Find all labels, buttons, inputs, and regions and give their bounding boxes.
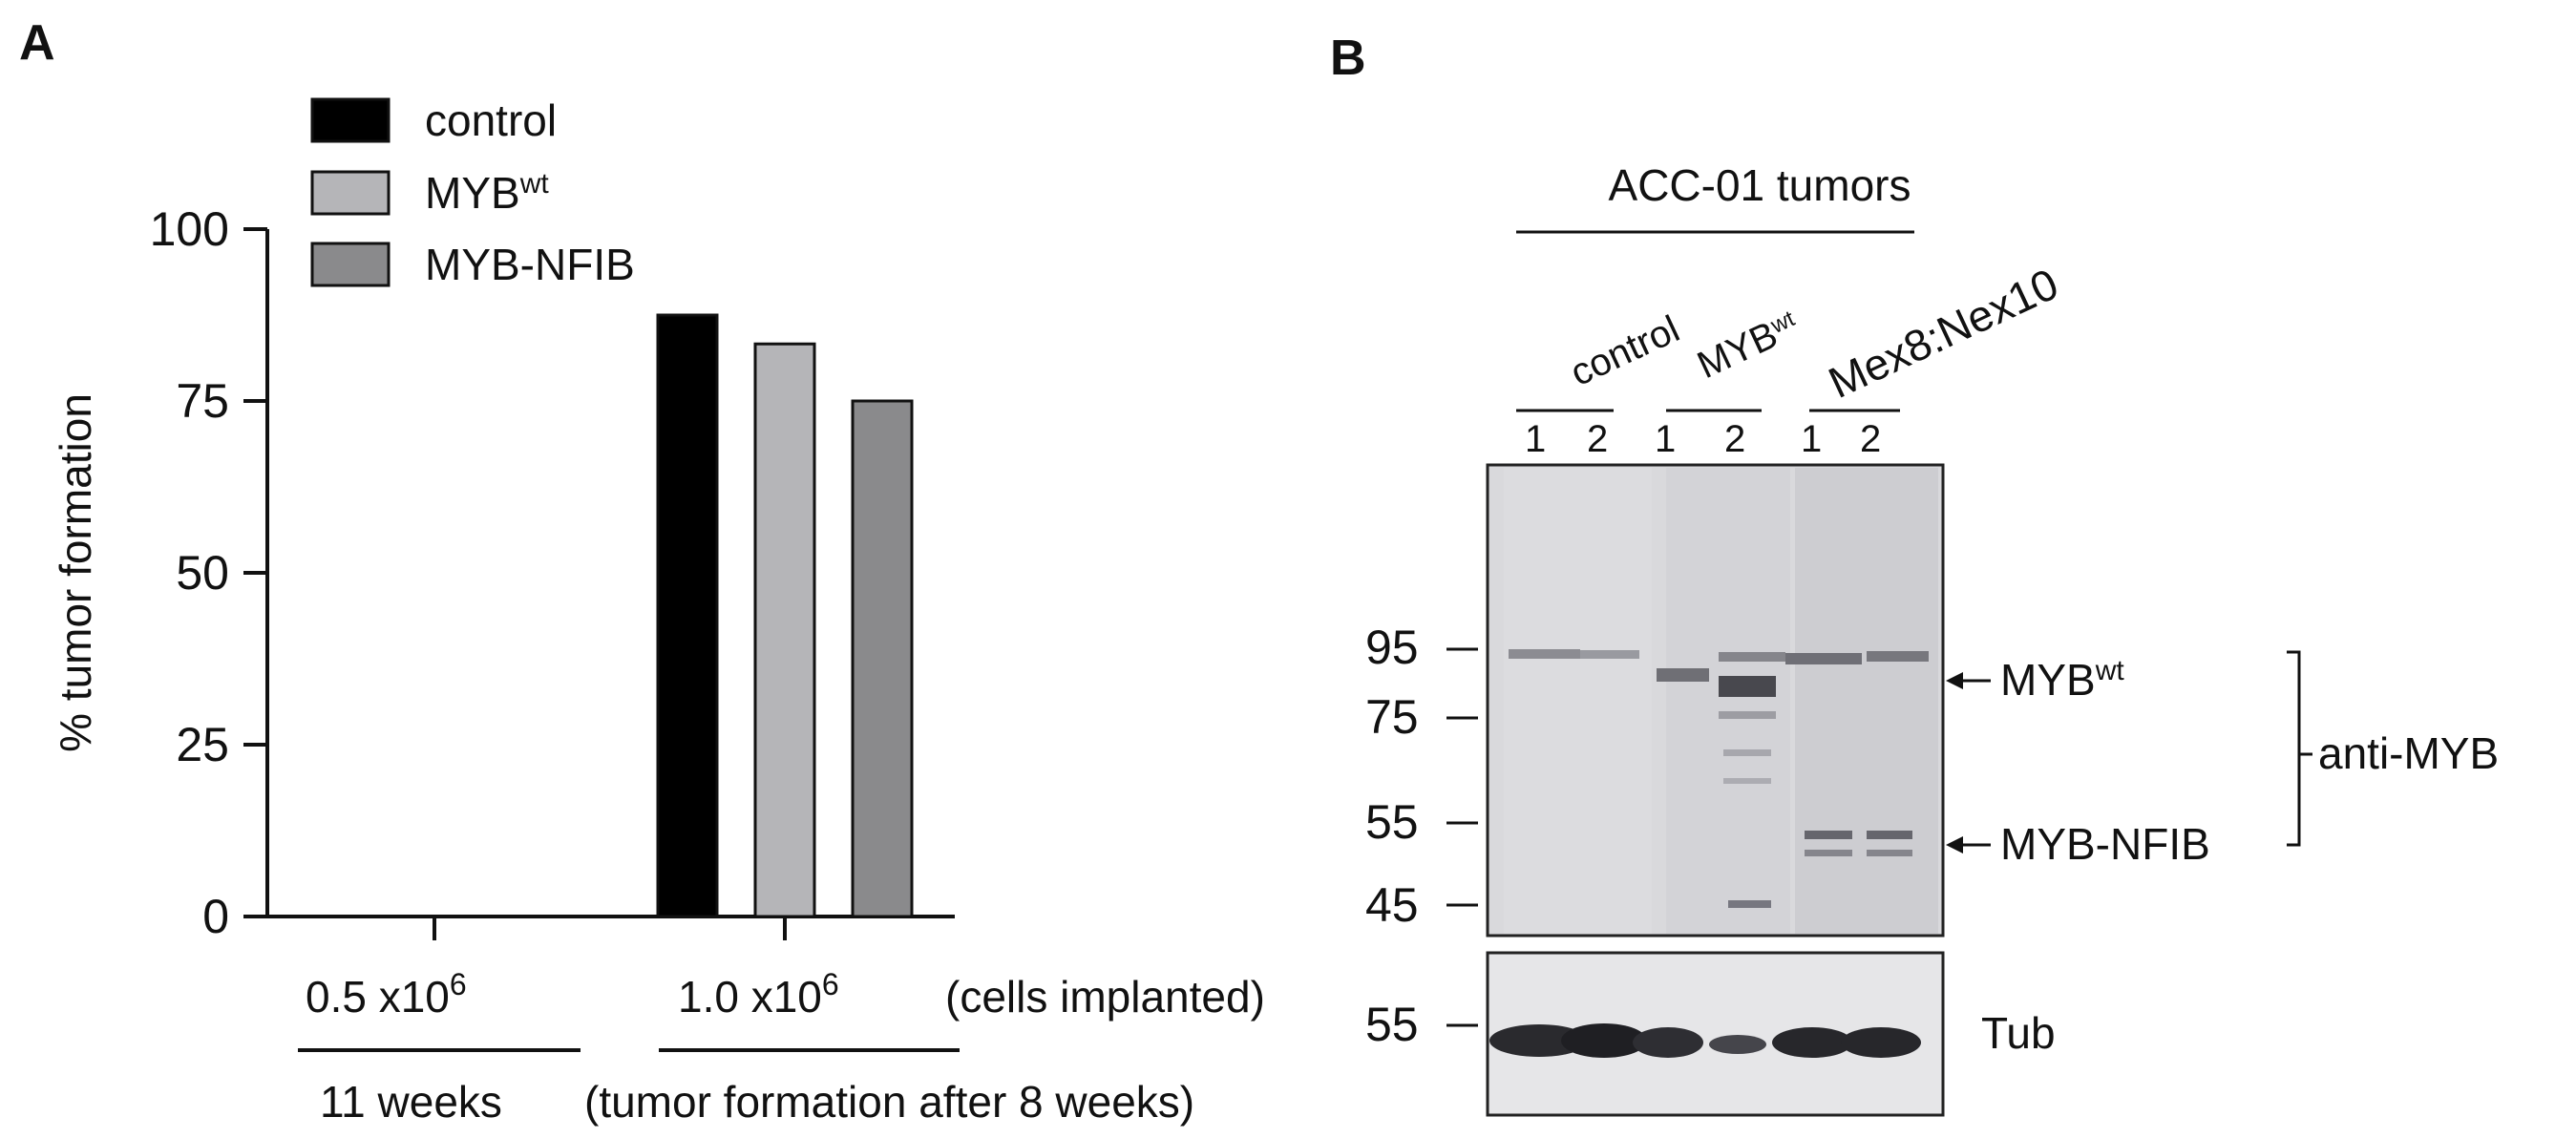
legend-swatch-mybwt xyxy=(310,170,391,216)
group-label-control: control xyxy=(1564,308,1685,395)
bar-mybwt xyxy=(753,342,816,918)
group2-cells: 1.0 x106 xyxy=(678,967,839,1022)
legend-swatch-myb-nfib xyxy=(310,242,391,287)
legend: control MYBwt MYB-NFIB xyxy=(310,95,635,289)
band-label-mybwt: MYBwt xyxy=(2000,655,2124,705)
bars xyxy=(656,313,914,918)
header-acc01: ACC-01 tumors xyxy=(1609,160,1911,210)
tub-label: Tub xyxy=(1981,1008,2056,1058)
y-tick-label: 100 xyxy=(150,202,229,256)
y-tick-label: 0 xyxy=(202,890,229,943)
group-label-mybwt: MYBwt xyxy=(1691,304,1805,387)
time-8-weeks: (tumor formation after 8 weeks) xyxy=(584,1077,1194,1127)
lane-number: 2 xyxy=(1860,418,1881,460)
y-ticks: 0 25 50 75 100 xyxy=(150,202,267,943)
legend-label-myb-nfib: MYB-NFIB xyxy=(425,240,635,289)
western-blot-tubulin xyxy=(1486,951,1945,1117)
lane-number: 2 xyxy=(1587,418,1608,460)
marker-45: 45 xyxy=(1365,878,1419,932)
western-blot-anti-myb xyxy=(1486,463,1945,938)
y-tick-label: 75 xyxy=(176,374,229,428)
y-tick-label: 50 xyxy=(176,546,229,600)
marker-55: 55 xyxy=(1365,795,1419,849)
bar-control xyxy=(656,313,719,918)
marker-95: 95 xyxy=(1365,621,1419,674)
legend-label-mybwt: MYBwt xyxy=(425,168,549,218)
lane-number: 1 xyxy=(1655,418,1676,460)
legend-label-control: control xyxy=(425,95,557,145)
bar-myb-nfib xyxy=(851,399,914,918)
panel-a-letter: A xyxy=(19,15,55,71)
anti-myb-label: anti-MYB xyxy=(2318,728,2499,778)
group-label-mex8nex10: Mex8:Nex10 xyxy=(1821,259,2065,408)
arrow-mybwt xyxy=(1946,672,1991,689)
y-axis-title: % tumor formation xyxy=(51,393,100,752)
panel-b-letter: B xyxy=(1330,31,1366,86)
marker-55-tub: 55 xyxy=(1365,998,1419,1051)
arrow-myb-nfib xyxy=(1946,836,1991,854)
band-label-myb-nfib: MYB-NFIB xyxy=(2000,819,2210,869)
legend-swatch-control xyxy=(310,97,391,143)
cells-implanted-note: (cells implanted) xyxy=(945,972,1265,1022)
group1-cells: 0.5 x106 xyxy=(306,967,467,1022)
time-11-weeks: 11 weeks xyxy=(320,1077,502,1127)
y-tick-label: 25 xyxy=(176,718,229,771)
anti-myb-bracket xyxy=(2287,650,2301,847)
lane-number: 1 xyxy=(1801,418,1822,460)
lane-number: 2 xyxy=(1724,418,1745,460)
marker-75: 75 xyxy=(1365,690,1419,744)
lane-number: 1 xyxy=(1525,418,1546,460)
